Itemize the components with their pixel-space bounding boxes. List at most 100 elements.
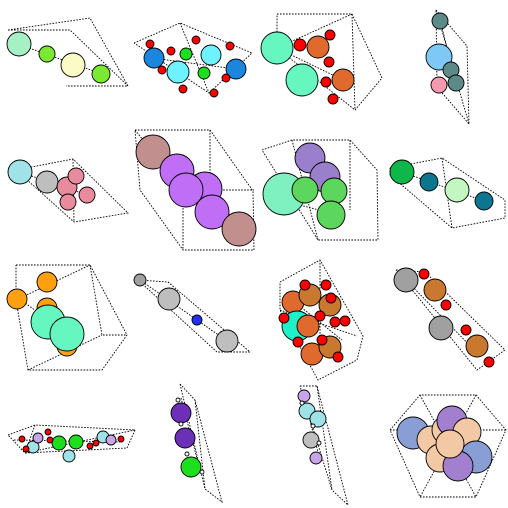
bond-line [401,171,485,202]
atom-red [166,46,176,56]
atom-spring [260,31,294,65]
structure-drawing [389,394,507,498]
structure-s11 [254,254,381,381]
atom-azure [225,58,247,80]
atom-red [117,435,125,443]
atom-amber [36,271,58,293]
structure-s8 [381,127,508,254]
structure-s10 [127,254,254,381]
atom-pale_lilac [32,432,44,444]
atom-red [327,93,339,105]
atom-red [323,56,335,68]
atom-red [460,324,472,336]
structure-drawing [425,9,470,126]
unit-cell-edge [15,158,129,223]
atom-copper [465,334,489,358]
structure-drawing [260,13,383,111]
atom-red [46,436,54,444]
atom-red [209,88,219,98]
structure-drawing [6,264,128,371]
atom-spring [285,63,319,97]
atom-white [184,451,190,457]
structure-drawing [7,424,136,463]
unit-cell-edge [179,383,223,504]
unit-cell-edge [7,17,129,87]
atom-cyan [200,44,222,66]
atom-pink [430,76,448,94]
structure-s9 [0,254,128,381]
unit-cell-edge [179,22,210,94]
atom-teal_gray [447,74,465,92]
atom-green [197,66,211,80]
atom-light_cyan [309,410,327,428]
atom-sky [425,43,453,71]
atom-gray [428,315,454,341]
atom-red [191,35,201,45]
unit-cell-edge [89,264,127,336]
unit-cell-edge [316,385,333,491]
atom-red [339,315,351,327]
atom-violet [194,194,230,230]
atom-amber [6,288,28,310]
atom-red [145,39,155,49]
atom-leaf [291,176,319,204]
atom-red [18,435,26,443]
atom-red [178,84,188,94]
atom-gray [133,273,147,287]
atom-silver [157,287,181,311]
atom-green [179,47,193,61]
atom-spring [49,316,85,352]
atom-leaf [316,200,346,230]
structure-drawing [7,158,129,223]
unit-cell-edge [134,129,254,191]
atom-pale_lilac [105,434,117,446]
atom-red [483,356,495,368]
atom-orange_brown [331,68,355,92]
atom-leaf [320,177,348,205]
structure-s1 [0,0,130,127]
structure-s4 [381,0,508,127]
structure-s12 [381,254,508,381]
atom-orange_brown [306,35,330,59]
atom-lime [91,64,111,84]
atom-white [175,397,181,403]
atom-petrol [474,191,494,211]
atom-red [221,73,231,83]
atom-white [178,421,184,427]
atom-red [316,334,328,346]
atom-silver [35,170,59,194]
structure-s7 [254,127,381,254]
atom-rose [78,186,96,204]
atom-indigo [170,402,192,424]
structure-s14 [127,381,254,508]
structure-s5 [0,127,129,254]
atom-red [225,41,235,51]
atom-silver [302,431,320,449]
atom-azure [143,47,165,69]
atom-red [332,351,344,363]
unit-cell-edge [15,264,128,371]
atom-red [418,268,430,280]
atom-red [314,310,326,322]
structure-drawing [261,139,379,241]
atom-white [316,440,322,446]
atom-red [320,279,332,291]
atom-orange_brown [296,314,320,338]
atom-red [92,439,100,447]
atom-red [278,312,290,324]
atom-blue [191,314,203,326]
atom-copper [423,278,447,302]
structure-s13 [0,381,136,508]
atom-mint [6,31,32,57]
atom-red [292,336,304,348]
atom-peach [435,429,465,459]
atom-pale_green [444,177,470,203]
atom-green [51,435,67,451]
atom-pale_lilac [309,451,323,465]
atom-white [310,423,316,429]
atom-light_cyan [62,449,76,463]
structure-drawing [393,267,506,371]
atom-red [44,428,52,436]
atom-red [324,29,336,41]
atom-cyan [166,60,190,84]
